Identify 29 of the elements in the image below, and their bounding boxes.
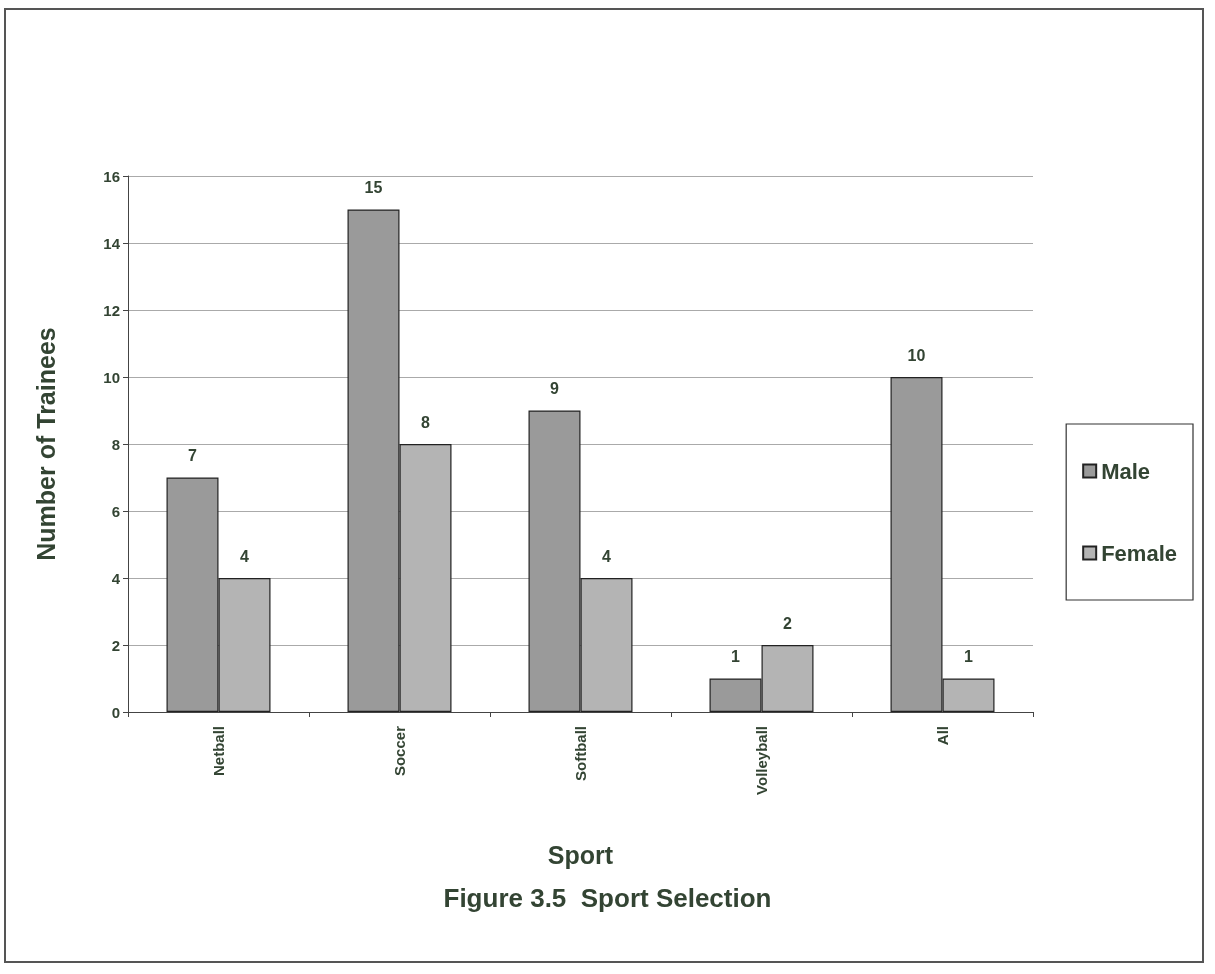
data-label: 8 <box>421 413 431 431</box>
y-tick-label: 8 <box>111 435 120 453</box>
legend-label: Female <box>1101 540 1178 566</box>
y-tick-label: 0 <box>111 703 120 721</box>
y-tick-label: 12 <box>103 301 120 319</box>
text: Figure 3.5 Sport Selection <box>443 883 772 913</box>
x-axis-title: Sport <box>547 840 614 869</box>
data-label: 9 <box>550 380 560 397</box>
y-axis-title: Number of Trainees <box>31 327 60 561</box>
data-label: 15 <box>364 179 383 196</box>
y-tick-label: 2 <box>111 636 120 654</box>
data-label: 10 <box>907 346 926 364</box>
y-tick-label: 14 <box>103 234 121 252</box>
y-tick-label: 6 <box>111 502 120 520</box>
data-label: 4 <box>602 547 612 565</box>
y-tick-label: 16 <box>103 167 120 185</box>
data-label: 4 <box>240 547 250 565</box>
x-tick-label: Soccer <box>391 725 408 777</box>
x-tick-label: Volleyball <box>753 726 770 795</box>
x-tick-label: Softball <box>572 726 589 781</box>
x-tick-label: All <box>934 726 951 746</box>
y-tick-label: 4 <box>111 569 121 587</box>
data-label: 1 <box>731 648 741 665</box>
x-tick-label: Netball <box>210 726 227 777</box>
data-label: 1 <box>964 648 974 665</box>
y-tick-label: 10 <box>103 368 120 386</box>
data-label: 7 <box>188 447 198 464</box>
data-label: 2 <box>783 614 793 632</box>
legend-label: Male <box>1101 458 1151 484</box>
